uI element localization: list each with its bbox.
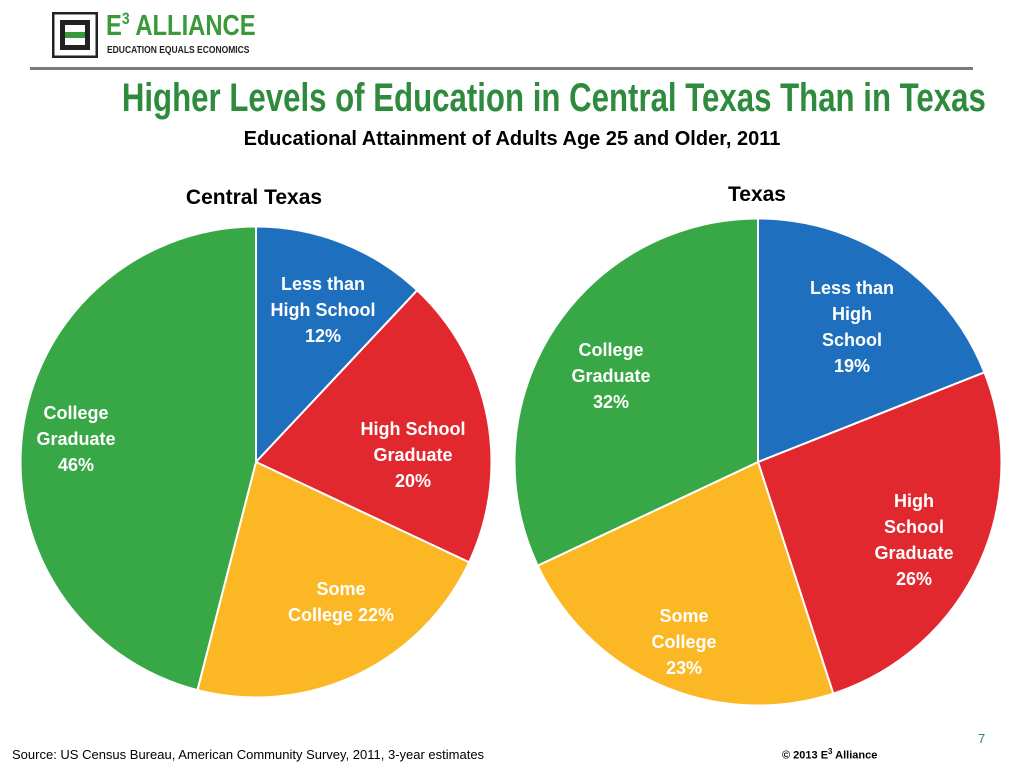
pie-1: Less than High School 19% High School Graduate… [512, 216, 1004, 708]
source-note: Source: US Census Bureau, American Commu… [12, 747, 485, 762]
chart-title-central-texas: Central Texas [185, 186, 323, 209]
page-number: 7 [978, 731, 986, 746]
page-title: Higher Levels of Education in Central Te… [121, 76, 986, 120]
data-label-high-school-graduate: High School Graduate 26% [874, 491, 953, 589]
pie-0: Less than High School 12% High School Gradua… [18, 224, 494, 700]
data-label-high-school-graduate: High School Graduate 20% [361, 419, 466, 491]
chart-title-texas: Texas [728, 183, 786, 206]
copyright: © 2013 E3 Alliance [782, 747, 878, 762]
logo-name: E3 ALLIANCE [106, 9, 256, 42]
data-label-college-graduate: College Graduate 46% [36, 403, 115, 475]
data-label-less-than-high-school: Less than High School 19% [810, 278, 894, 376]
pie-rim [18, 224, 494, 700]
page-subtitle: Educational Attainment of Adults Age 25 … [243, 128, 781, 150]
data-label-some-college: Some College 22% [288, 579, 394, 625]
data-label-some-college: Some College 23% [651, 606, 716, 678]
data-label-less-than-high-school: Less than High School 12% [271, 274, 376, 346]
header-divider [30, 67, 973, 70]
e3-logo-mark-icon [52, 12, 98, 58]
data-label-college-graduate: College Graduate 32% [571, 340, 650, 412]
logo-tagline: EDUCATION EQUALS ECONOMICS [107, 45, 250, 56]
pie-rim [512, 216, 1004, 708]
e3-alliance-logo: E3 ALLIANCE EDUCATION EQUALS ECONOMICS [52, 9, 256, 66]
